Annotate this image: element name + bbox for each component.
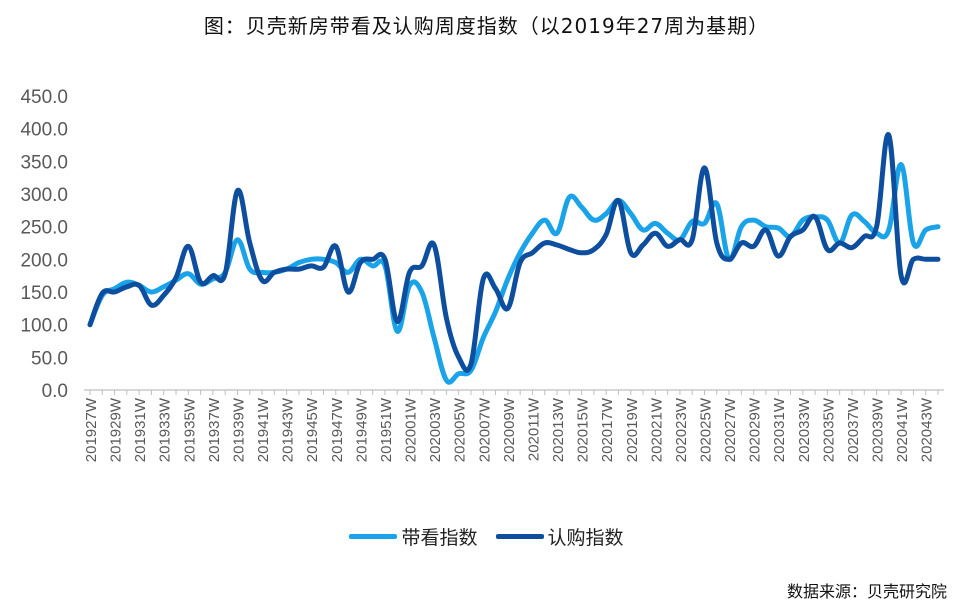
x-tick-label: 201945W <box>304 397 321 462</box>
legend-swatch-带看 <box>349 534 398 539</box>
x-tick-label: 202001W <box>403 397 420 462</box>
x-tick-label: 202005W <box>452 397 469 462</box>
x-tick-label: 201943W <box>280 397 297 462</box>
x-tick-label: 202007W <box>476 397 493 462</box>
x-tick-label: 202043W <box>919 397 936 462</box>
y-tick-label: 0.0 <box>42 381 68 402</box>
series-line-认购 <box>87 132 941 373</box>
legend-label-带看: 带看指数 <box>401 527 478 549</box>
legend-item-认购: 认购指数 <box>495 523 624 550</box>
x-tick-label: 202013W <box>550 397 567 462</box>
x-tick-label: 201931W <box>132 397 149 462</box>
y-tick-label: 200.0 <box>20 250 68 271</box>
y-tick-label: 350.0 <box>20 152 68 173</box>
x-tick-label: 202033W <box>796 397 813 462</box>
x-tick-label: 201927W <box>83 397 100 462</box>
x-tick-label: 202023W <box>673 397 690 462</box>
y-tick-label: 300.0 <box>20 185 68 206</box>
series-layer <box>87 132 941 385</box>
legend-swatch-认购 <box>495 534 544 539</box>
x-tick-label: 202011W <box>525 397 542 461</box>
x-tick-label: 202037W <box>845 397 862 462</box>
legend-label-认购: 认购指数 <box>547 527 624 549</box>
legend: 带看指数 认购指数 <box>0 523 973 550</box>
x-tick-label: 201951W <box>378 397 395 462</box>
y-tick-label: 50.0 <box>31 348 68 369</box>
y-tick-label: 100.0 <box>20 316 68 337</box>
x-axis: 201927W 201929W 201931W 201933W 201935W 20193… <box>83 389 944 462</box>
y-tick-label: 400.0 <box>20 120 68 141</box>
x-tick-label: 202027W <box>722 397 739 462</box>
x-tick-label: 202041W <box>894 397 911 462</box>
x-tick-label: 201939W <box>230 397 247 462</box>
x-tick-label: 202021W <box>648 397 665 462</box>
x-tick-label: 201935W <box>181 397 198 462</box>
x-tick-label: 202039W <box>870 397 887 462</box>
x-tick-label: 202009W <box>501 397 518 462</box>
x-tick-label: 201929W <box>108 397 125 462</box>
x-tick-label: 201933W <box>157 397 174 462</box>
x-tick-label: 202029W <box>747 397 764 462</box>
y-tick-label: 450.0 <box>20 87 68 108</box>
y-tick-label: 250.0 <box>20 218 68 239</box>
x-tick-label: 201937W <box>206 397 223 462</box>
x-tick-label: 202003W <box>427 397 444 462</box>
x-tick-label: 201947W <box>329 397 346 462</box>
x-tick-label: 201949W <box>353 397 370 462</box>
x-tick-label: 202017W <box>599 397 616 462</box>
chart-title: 图：贝壳新房带看及认购周度指数（以2019年27周为基期） <box>203 14 770 38</box>
x-tick-label: 201941W <box>255 397 272 462</box>
x-tick-label: 202019W <box>624 397 641 462</box>
x-tick-label: 202025W <box>697 397 714 462</box>
source-note: 数据来源：贝壳研究院 <box>786 582 947 601</box>
x-tick-label: 202035W <box>820 397 837 462</box>
legend-item-带看: 带看指数 <box>349 523 478 550</box>
y-tick-label: 150.0 <box>20 283 68 304</box>
series-line-带看 <box>87 162 941 385</box>
x-tick-label: 202015W <box>575 397 592 462</box>
y-axis: 0.0 50.0 100.0 150.0 200.0 250.0 300.0 350.0 400… <box>20 87 68 402</box>
x-tick-label: 202031W <box>771 397 788 462</box>
